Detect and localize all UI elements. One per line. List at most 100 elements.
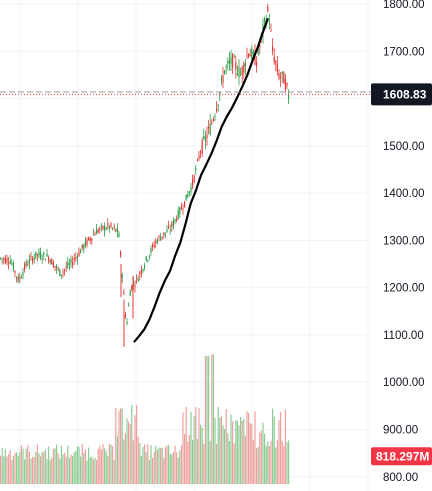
volume-bar (257, 446, 259, 484)
candle (241, 65, 243, 84)
candle (62, 268, 64, 278)
candle-body (208, 126, 210, 129)
candle-body (216, 107, 218, 112)
candle-body (248, 54, 250, 57)
last-price-tag: 1608.83 (371, 83, 432, 106)
volume-bar (108, 443, 110, 484)
candle (280, 71, 282, 88)
candle (283, 71, 285, 84)
candle-body (65, 266, 67, 269)
candle (36, 253, 38, 262)
candle-body (147, 260, 149, 262)
volume-bar (59, 458, 61, 484)
candle (200, 149, 202, 159)
volume-bar (30, 458, 32, 484)
candle (144, 262, 146, 271)
volume-bar (32, 456, 34, 484)
volume-bar (228, 441, 230, 484)
volume-bar (224, 429, 226, 484)
volume-bar (121, 408, 123, 484)
candle-body (108, 225, 110, 229)
candle (38, 248, 40, 259)
candle-body (73, 258, 75, 261)
candle-body (225, 66, 227, 68)
volume-bar (100, 449, 102, 484)
volume-bar (56, 444, 58, 484)
candle-body (54, 265, 56, 267)
candle-body (129, 291, 131, 296)
price-tick-label: 1800.00 (383, 0, 425, 11)
candle (6, 254, 8, 266)
volume-bar (244, 435, 246, 484)
volume-bar (41, 452, 43, 484)
candle (56, 263, 58, 274)
candle-body (172, 220, 174, 227)
candle-body (284, 78, 286, 90)
price-tick-label: 1200.00 (383, 283, 425, 295)
volume-bar (278, 420, 280, 484)
candle-body (249, 54, 251, 57)
candle-body (14, 271, 16, 273)
volume-bar (19, 452, 21, 484)
candle-body (0, 257, 2, 259)
volume-bar (91, 456, 93, 484)
candle (67, 257, 69, 270)
candle (284, 74, 286, 93)
volume-bar (254, 411, 256, 484)
candle-body (56, 265, 58, 269)
candle-body (256, 61, 258, 67)
volume-bar (220, 415, 222, 484)
candle-body (259, 45, 261, 47)
volume-bar (272, 408, 274, 484)
candle-body (184, 201, 186, 207)
volume-bar (148, 460, 150, 484)
candle (187, 190, 189, 199)
candle (110, 221, 112, 229)
volume-bar (64, 452, 66, 484)
candle (48, 255, 50, 264)
candle-body (232, 53, 234, 68)
candle-body (192, 179, 194, 186)
volume-bar (232, 421, 234, 484)
volume-bar (260, 430, 262, 484)
volume-bar (214, 418, 216, 484)
candle (192, 174, 194, 190)
candle (88, 236, 90, 241)
price-tick-label: 1100.00 (383, 330, 424, 342)
volume-bar (67, 445, 69, 484)
volume-bar (144, 444, 146, 484)
volume-axis[interactable]: 1000.00 900.00 800.00 (383, 377, 425, 484)
price-axis[interactable]: 1800.001700.001600.001500.001400.001300.… (383, 0, 425, 342)
candle-body (113, 226, 115, 228)
candle (243, 61, 245, 79)
volume-bar (166, 445, 168, 484)
candle-body (104, 225, 106, 231)
price-tick-label: 1500.00 (383, 141, 425, 153)
candle (252, 49, 254, 57)
candle (84, 237, 86, 249)
volume-bar (283, 445, 285, 484)
volume-bar (72, 456, 74, 484)
candle (97, 227, 99, 234)
candle-body (169, 229, 171, 231)
candle (161, 236, 163, 241)
volume-bar (188, 435, 190, 484)
candle-body (28, 259, 30, 264)
candle-body (180, 207, 182, 210)
candle (60, 274, 62, 279)
candle-body (158, 236, 160, 238)
candle-body (41, 258, 43, 260)
volume-bar (265, 445, 267, 484)
candle (4, 254, 6, 265)
volume-bar (46, 458, 48, 484)
candle-body (75, 257, 77, 259)
volume-bar (80, 456, 82, 484)
candle (139, 270, 141, 281)
candle (136, 274, 138, 284)
candle-body (161, 236, 163, 238)
candle (270, 23, 272, 33)
volume-bar (172, 452, 174, 484)
volume-bar (76, 446, 78, 484)
